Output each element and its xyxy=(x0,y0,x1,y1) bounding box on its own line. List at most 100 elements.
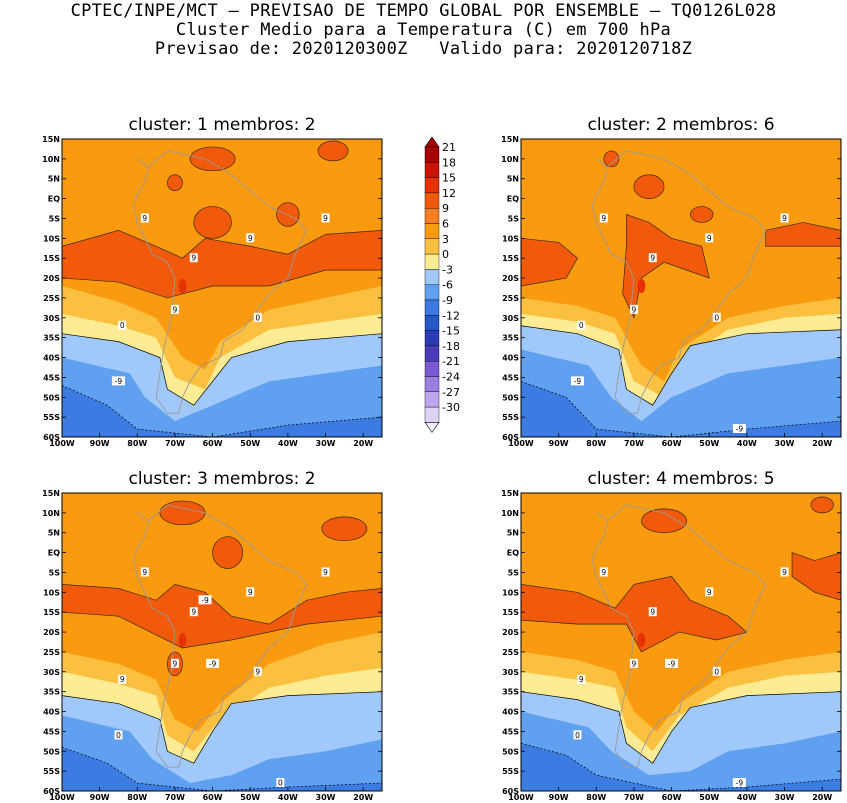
warm-core xyxy=(178,279,187,294)
y-tick-label: 60S xyxy=(43,787,60,796)
y-tick-label: 10N xyxy=(501,509,519,518)
x-tick-label: 20W xyxy=(812,793,832,802)
contour-label: 0 xyxy=(712,666,721,676)
contour-label-text: 0 xyxy=(116,731,121,740)
contour-0 xyxy=(521,691,841,764)
band-9-12 xyxy=(521,237,578,287)
y-tick-label: 25S xyxy=(43,648,60,657)
y-tick-label: 35S xyxy=(502,688,519,697)
map-panel-4: 9 9 9 9 9 9 0 0 -9 -9 cluster: 4 membros: 5 15N 10N 5… xyxy=(501,469,842,802)
contour-label-text: 9 xyxy=(650,254,655,263)
contour-label-box xyxy=(321,213,330,223)
y-tick-label: 60S xyxy=(502,787,519,796)
map-frame xyxy=(61,492,383,792)
contour-label-text: 9 xyxy=(248,234,253,243)
y-tick-label: 40S xyxy=(502,354,519,363)
y-tick-label: 5S xyxy=(49,214,61,223)
x-tick-label: 90W xyxy=(549,793,569,802)
contour-label: -9 xyxy=(206,658,220,668)
band-minus9-minus6 xyxy=(62,747,382,791)
contour-label-box xyxy=(599,567,608,577)
y-tick-label: 30S xyxy=(502,314,519,323)
warm-core xyxy=(637,633,646,648)
contour-label-text: 9 xyxy=(323,568,328,577)
panel-title: cluster: 2 membros: 6 xyxy=(587,115,774,135)
contour-label: 0 xyxy=(118,320,127,330)
y-tick-label: 15S xyxy=(43,608,60,617)
y-tick-label: 40S xyxy=(43,354,60,363)
contour-label-text: 0 xyxy=(579,321,584,330)
y-tick-label: 35S xyxy=(43,688,60,697)
contour-label-box xyxy=(189,253,198,263)
warm-blob xyxy=(167,174,183,192)
x-tick-label: 40W xyxy=(278,439,298,448)
contour-label: 9 xyxy=(189,253,198,263)
colorbar-swatch xyxy=(424,192,440,209)
contour-label: 9 xyxy=(648,253,657,263)
contour-label-box xyxy=(246,587,255,597)
contour-label: 9 xyxy=(780,567,789,577)
x-tick-label: 60W xyxy=(662,439,682,448)
y-tick-label: EQ xyxy=(507,195,519,204)
contour-0 xyxy=(521,325,841,406)
y-tick-label: 30S xyxy=(502,668,519,677)
contour-label: -9 xyxy=(570,376,584,386)
contour-label: 9 xyxy=(189,607,198,617)
map-frame xyxy=(520,138,842,438)
x-tick-label: 90W xyxy=(90,439,110,448)
contour-label-box xyxy=(276,778,285,788)
x-tick-label: 90W xyxy=(90,793,110,802)
x-tick-label: 70W xyxy=(165,439,185,448)
colorbar-label: -21 xyxy=(442,355,460,368)
contour-label-text: 0 xyxy=(278,779,283,788)
contour-label: 0 xyxy=(276,778,285,788)
contour-label-box xyxy=(577,674,586,684)
contour-label-box xyxy=(705,233,714,243)
contour-label: 0 xyxy=(114,730,123,740)
x-tick-label: 40W xyxy=(737,439,757,448)
x-tick-label: 50W xyxy=(699,439,719,448)
y-tick-label: 35S xyxy=(43,334,60,343)
y-tick-label: 10N xyxy=(501,155,519,164)
y-tick-label: 50S xyxy=(502,393,519,402)
figure-subtitle: Cluster Medio para a Temperatura (C) em … xyxy=(175,20,672,40)
y-tick-label: 10S xyxy=(502,588,519,597)
panel-title: cluster: 1 membros: 2 xyxy=(128,115,315,135)
contour-label: 0 xyxy=(253,312,262,322)
x-tick-label: 40W xyxy=(737,793,757,802)
warm-blob xyxy=(633,174,665,199)
y-tick-label: 5S xyxy=(508,568,520,577)
contour-label-text: -9 xyxy=(736,779,744,788)
y-tick-label: 20S xyxy=(502,274,519,283)
contour-label: 0 xyxy=(577,320,586,330)
temperature-field: 9 9 9 9 9 9 9 0 0 -9 -9 xyxy=(62,493,382,791)
y-tick-label: 5N xyxy=(48,175,60,184)
y-tick-label: 20S xyxy=(43,274,60,283)
contour-label-box xyxy=(253,666,262,676)
contour-label-box xyxy=(732,778,746,788)
y-tick-label: 20S xyxy=(43,628,60,637)
temperature-field: 9 9 9 9 9 0 0 -9 -9 xyxy=(521,139,841,437)
contour-label-text: 0 xyxy=(255,313,260,322)
contour-label-text: -9 xyxy=(201,596,209,605)
colorbar-label: 12 xyxy=(442,187,456,200)
contour-label-box xyxy=(665,658,679,668)
warm-blob xyxy=(321,516,368,542)
y-tick-label: 15N xyxy=(42,135,60,144)
band-9-12 xyxy=(765,222,841,247)
contour-label-text: 9 xyxy=(601,214,606,223)
x-tick-label: 80W xyxy=(127,439,147,448)
warm-blob xyxy=(159,500,206,526)
y-tick-label: 10S xyxy=(43,234,60,243)
x-tick-label: 50W xyxy=(699,793,719,802)
contour-label-text: -9 xyxy=(115,377,123,386)
y-tick-label: 15S xyxy=(43,254,60,263)
contour-label-text: 0 xyxy=(714,667,719,676)
colorbar-label: -30 xyxy=(442,401,460,414)
contour-label: -9 xyxy=(198,595,212,605)
colorbar-swatch xyxy=(424,269,440,285)
y-tick-label: 15S xyxy=(502,254,519,263)
contour-label-text: 9 xyxy=(632,659,637,668)
y-tick-label: 55S xyxy=(502,767,519,776)
contour-label-text: 9 xyxy=(191,254,196,263)
